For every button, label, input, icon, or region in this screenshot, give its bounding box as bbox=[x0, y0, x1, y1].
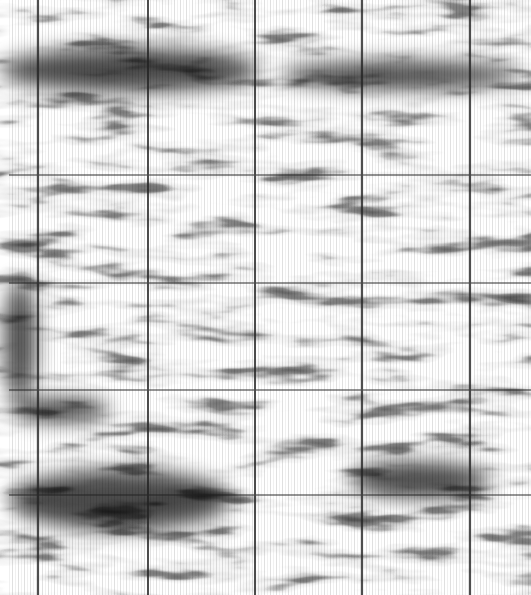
scan-stripes bbox=[9, 0, 531, 595]
grid bbox=[9, 0, 531, 595]
